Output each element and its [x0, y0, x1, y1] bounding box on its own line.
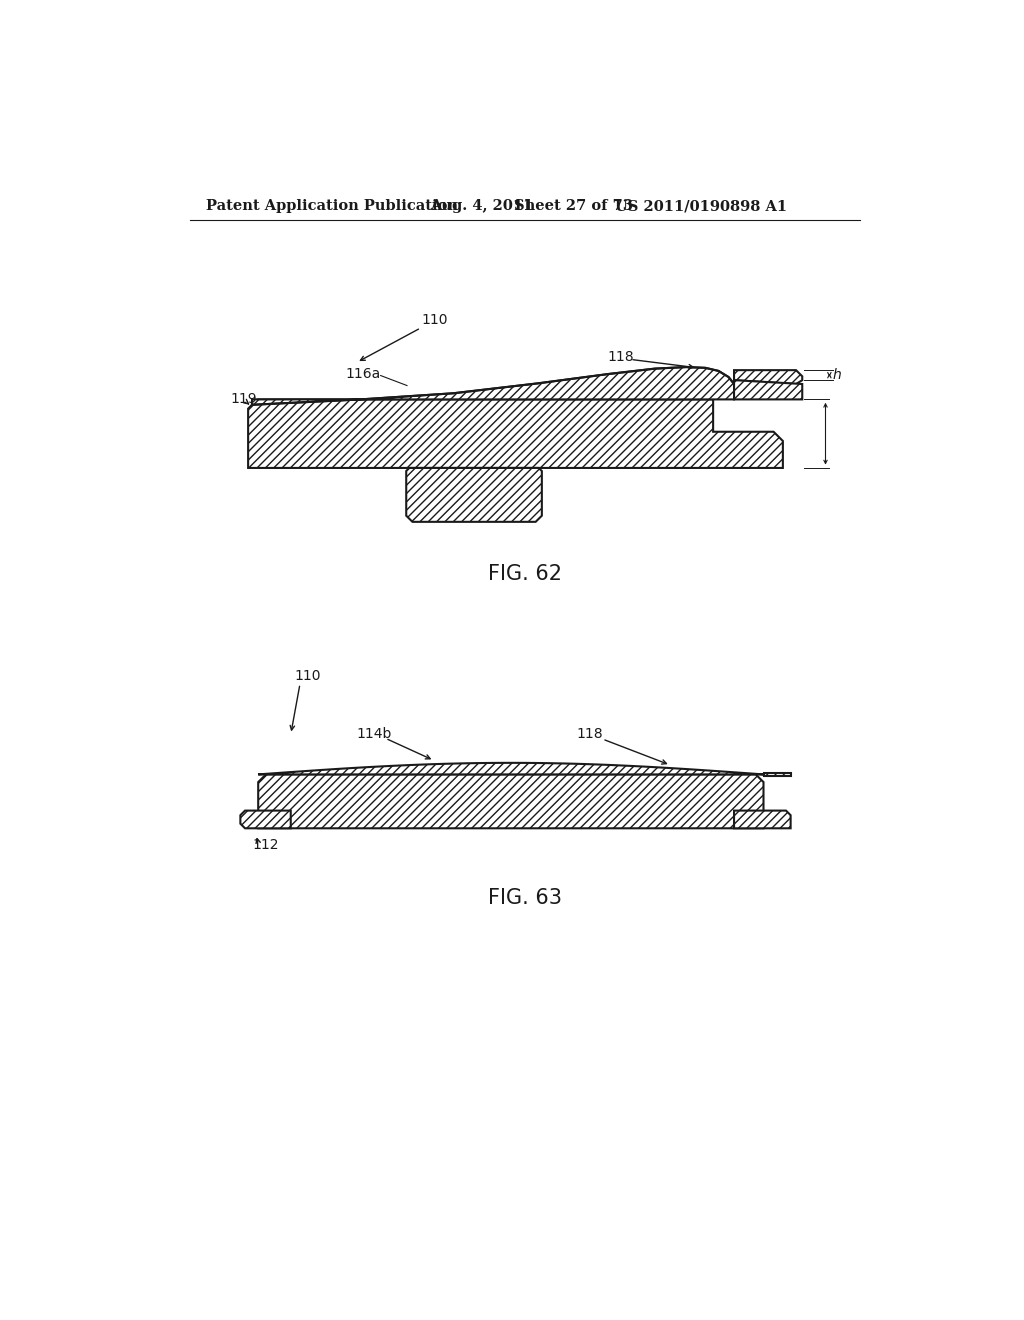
Polygon shape — [248, 400, 783, 469]
Polygon shape — [764, 774, 791, 776]
Text: Sheet 27 of 73: Sheet 27 of 73 — [514, 199, 633, 213]
Text: 118: 118 — [607, 350, 634, 364]
Text: 114b: 114b — [356, 727, 392, 742]
Text: FIG. 62: FIG. 62 — [487, 564, 562, 585]
Polygon shape — [734, 810, 791, 829]
Text: US 2011/0190898 A1: US 2011/0190898 A1 — [614, 199, 786, 213]
Text: 116a: 116a — [345, 367, 380, 381]
Text: FIG. 63: FIG. 63 — [487, 887, 562, 908]
Text: 119: 119 — [230, 392, 257, 407]
Text: 110: 110 — [295, 669, 322, 682]
Polygon shape — [258, 775, 764, 829]
Polygon shape — [407, 469, 542, 521]
Text: Aug. 4, 2011: Aug. 4, 2011 — [430, 199, 534, 213]
Polygon shape — [252, 367, 734, 405]
Text: 112: 112 — [252, 838, 279, 853]
Text: 110: 110 — [421, 313, 447, 327]
Text: 118: 118 — [575, 727, 602, 742]
Polygon shape — [734, 370, 802, 384]
Polygon shape — [241, 810, 291, 829]
Text: h: h — [833, 368, 842, 383]
Polygon shape — [734, 380, 802, 400]
Polygon shape — [258, 763, 764, 775]
Text: Patent Application Publication: Patent Application Publication — [206, 199, 458, 213]
